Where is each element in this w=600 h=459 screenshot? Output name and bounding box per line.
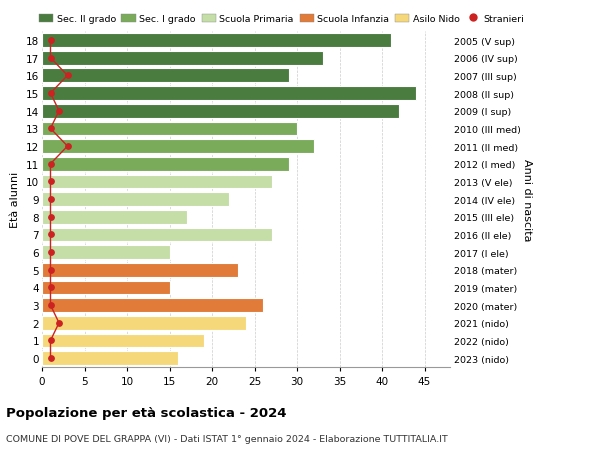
Point (46, 55, 55, 62)
Bar (42, 352, 178, 365)
Point (46, 213, 55, 221)
Point (46, 302, 55, 309)
Bar (42, 281, 170, 295)
Point (54, 108, 64, 115)
Bar (42, 52, 323, 66)
Bar (42, 334, 203, 347)
Point (46, 267, 55, 274)
Text: Popolazione per età scolastica - 2024: Popolazione per età scolastica - 2024 (6, 406, 287, 419)
Bar (42, 87, 416, 101)
Bar (42, 34, 391, 48)
Legend: Sec. II grado, Sec. I grado, Scuola Primaria, Scuola Infanzia, Asilo Nido, Stran: Sec. II grado, Sec. I grado, Scuola Prim… (38, 15, 524, 24)
Point (46, 337, 55, 344)
Bar (42, 140, 314, 154)
Bar (42, 299, 263, 313)
Bar (42, 263, 238, 277)
Point (63, 73, 73, 80)
Point (46, 355, 55, 362)
Point (46, 249, 55, 256)
Bar (42, 316, 246, 330)
Point (46, 231, 55, 239)
Bar (42, 69, 289, 83)
Point (46, 90, 55, 97)
Point (46, 179, 55, 186)
Point (46, 37, 55, 45)
Y-axis label: Anni di nascita: Anni di nascita (522, 158, 532, 241)
Point (46, 196, 55, 203)
Bar (42, 246, 170, 259)
Point (46, 161, 55, 168)
Bar (42, 210, 187, 224)
Bar (42, 228, 271, 242)
Point (46, 125, 55, 133)
Bar (42, 193, 229, 207)
Point (54, 319, 64, 327)
Y-axis label: Età alunni: Età alunni (10, 172, 20, 228)
Point (63, 143, 73, 151)
Bar (42, 105, 399, 118)
Point (46, 284, 55, 291)
Text: COMUNE DI POVE DEL GRAPPA (VI) - Dati ISTAT 1° gennaio 2024 - Elaborazione TUTTI: COMUNE DI POVE DEL GRAPPA (VI) - Dati IS… (6, 434, 448, 443)
Bar (42, 122, 297, 136)
Bar (42, 157, 289, 171)
Bar (42, 175, 271, 189)
